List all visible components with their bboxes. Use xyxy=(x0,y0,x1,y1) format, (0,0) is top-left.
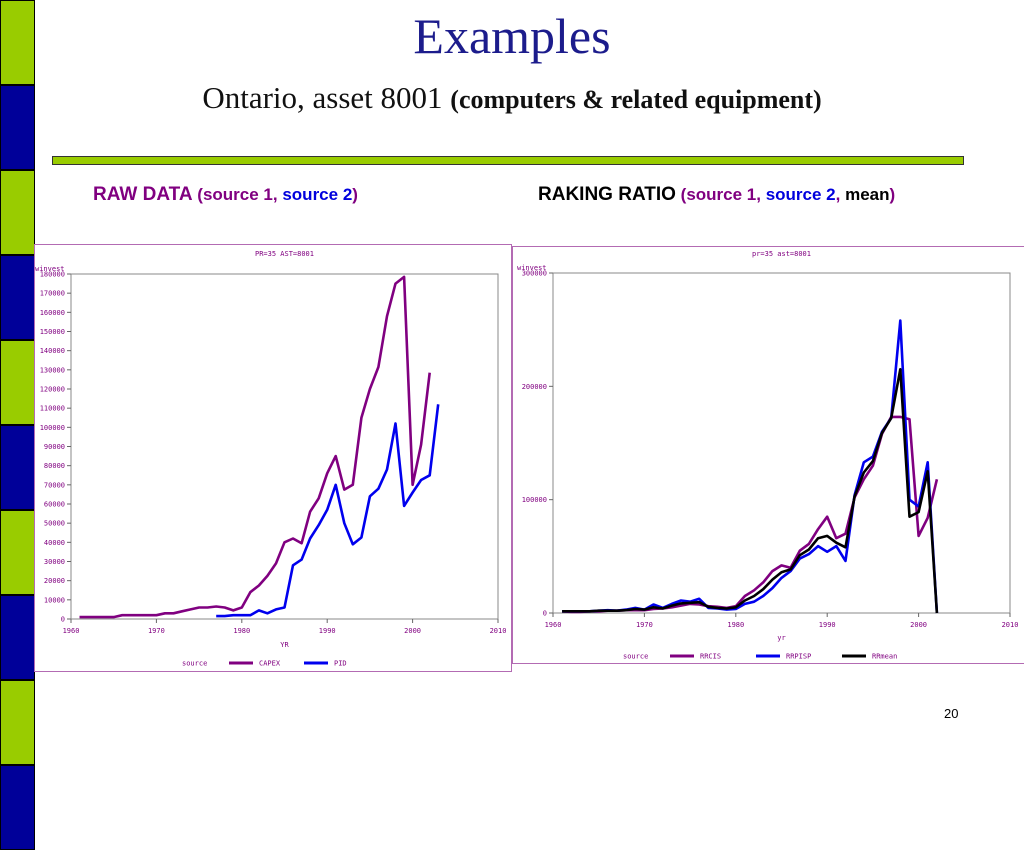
x-axis-label: YR xyxy=(280,641,289,649)
y-axis-label: winvest xyxy=(517,264,547,272)
divider-bar xyxy=(52,156,964,165)
legend-label: RRPISP xyxy=(786,653,811,661)
x-tick-label: 1980 xyxy=(233,627,250,635)
raking-ratio-chart-panel: pr=35 ast=8001 winvest 0 100000 200000 300000… xyxy=(512,246,1024,664)
source-1-label: source 1 xyxy=(686,185,757,204)
y-tick-label: 80000 xyxy=(44,462,65,470)
legend-label: PID xyxy=(334,660,347,668)
y-tick-label: 90000 xyxy=(44,443,65,451)
raking-ratio-chart: pr=35 ast=8001 winvest 0 100000 200000 300000… xyxy=(517,250,1019,661)
stripe-block xyxy=(0,85,35,170)
y-tick-label: 70000 xyxy=(44,481,65,489)
source-2-label: source 2 xyxy=(765,185,836,204)
y-tick-label: 60000 xyxy=(44,501,65,509)
x-tick-label: 1990 xyxy=(819,621,836,629)
mean-label: mean xyxy=(845,185,890,204)
y-tick-label: 130000 xyxy=(40,366,65,374)
slide-subtitle: Ontario, asset 8001 (computers & related… xyxy=(0,78,1024,120)
separator: , xyxy=(835,185,846,204)
raw-data-label: RAW DATA xyxy=(93,184,193,205)
y-tick-label: 30000 xyxy=(44,558,65,566)
separator: , xyxy=(756,185,766,204)
x-tick-label: 1980 xyxy=(727,621,744,629)
paren-open: ( xyxy=(192,185,203,204)
stripe-block xyxy=(0,510,35,595)
x-tick-label: 1990 xyxy=(319,627,336,635)
series-line-rrmean xyxy=(562,368,939,614)
series-line-rrpisp xyxy=(562,319,939,614)
stripe-block xyxy=(0,255,35,340)
x-tick-label: 2010 xyxy=(490,627,507,635)
chart-title: PR=35 AST=8001 xyxy=(255,250,314,258)
x-tick-label: 2010 xyxy=(1002,621,1019,629)
y-tick-label: 0 xyxy=(61,616,65,624)
paren-close: ) xyxy=(352,185,358,204)
y-tick-label: 160000 xyxy=(40,309,65,317)
y-tick-label: 300000 xyxy=(522,270,547,278)
slide-title: Examples xyxy=(413,8,611,64)
y-tick-label: 120000 xyxy=(40,386,65,394)
x-axis-label: yr xyxy=(777,634,785,642)
stripe-block xyxy=(0,340,35,425)
raking-ratio-label: RAKING RATIO xyxy=(538,184,676,205)
chart-title: pr=35 ast=8001 xyxy=(752,250,811,258)
source-1-label: source 1 xyxy=(202,185,273,204)
y-tick-label: 10000 xyxy=(44,596,65,604)
series-line-capex xyxy=(79,275,431,619)
raw-data-chart: PR=35 AST=8001 winvest 0 10000 20000 30000 400… xyxy=(35,250,507,668)
y-tick-label: 50000 xyxy=(44,520,65,528)
y-tick-label: 100000 xyxy=(40,424,65,432)
x-tick-label: 1970 xyxy=(148,627,165,635)
series-line-pid xyxy=(216,404,440,618)
source-2-label: source 2 xyxy=(282,185,353,204)
y-tick-label: 180000 xyxy=(40,271,65,279)
stripe-block xyxy=(0,595,35,680)
raw-data-chart-panel: PR=35 AST=8001 winvest 0 10000 20000 30000 400… xyxy=(34,244,512,672)
y-tick-label: 200000 xyxy=(522,383,547,391)
legend-label: RRCIS xyxy=(700,653,721,661)
legend-title: source xyxy=(623,653,648,661)
page-number: 20 xyxy=(944,706,959,721)
stripe-block xyxy=(0,170,35,255)
paren-open: ( xyxy=(675,185,687,204)
paren-close: ) xyxy=(889,185,896,204)
raw-data-header: RAW DATA (source 1, source 2) xyxy=(93,184,358,206)
y-tick-label: 0 xyxy=(543,610,547,618)
x-tick-label: 1970 xyxy=(636,621,653,629)
raking-ratio-header: RAKING RATIO (source 1, source 2, mean) xyxy=(538,184,895,206)
stripe-block xyxy=(0,680,35,765)
y-tick-label: 150000 xyxy=(40,328,65,336)
y-tick-label: 170000 xyxy=(40,290,65,298)
y-tick-label: 100000 xyxy=(522,496,547,504)
y-tick-label: 40000 xyxy=(44,539,65,547)
x-tick-label: 2000 xyxy=(404,627,421,635)
stripe-block xyxy=(0,765,35,850)
subtitle-plain: Ontario, asset 8001 xyxy=(202,80,443,115)
x-tick-label: 2000 xyxy=(910,621,927,629)
legend-label: CAPEX xyxy=(259,660,281,668)
y-axis-label: winvest xyxy=(35,265,65,273)
separator: , xyxy=(272,185,283,204)
y-tick-label: 140000 xyxy=(40,347,65,355)
legend-title: source xyxy=(182,660,207,668)
stripe-block xyxy=(0,0,35,85)
subtitle-bold: (computers & related equipment) xyxy=(450,85,822,114)
x-tick-label: 1960 xyxy=(63,627,80,635)
stripe-block xyxy=(0,425,35,510)
legend-label: RRmean xyxy=(872,653,897,661)
y-tick-label: 20000 xyxy=(44,577,65,585)
x-tick-label: 1960 xyxy=(545,621,562,629)
plot-frame xyxy=(552,272,1011,614)
decorative-stripe xyxy=(0,0,36,850)
series-line-rrcis xyxy=(562,415,939,614)
y-tick-label: 110000 xyxy=(40,405,65,413)
